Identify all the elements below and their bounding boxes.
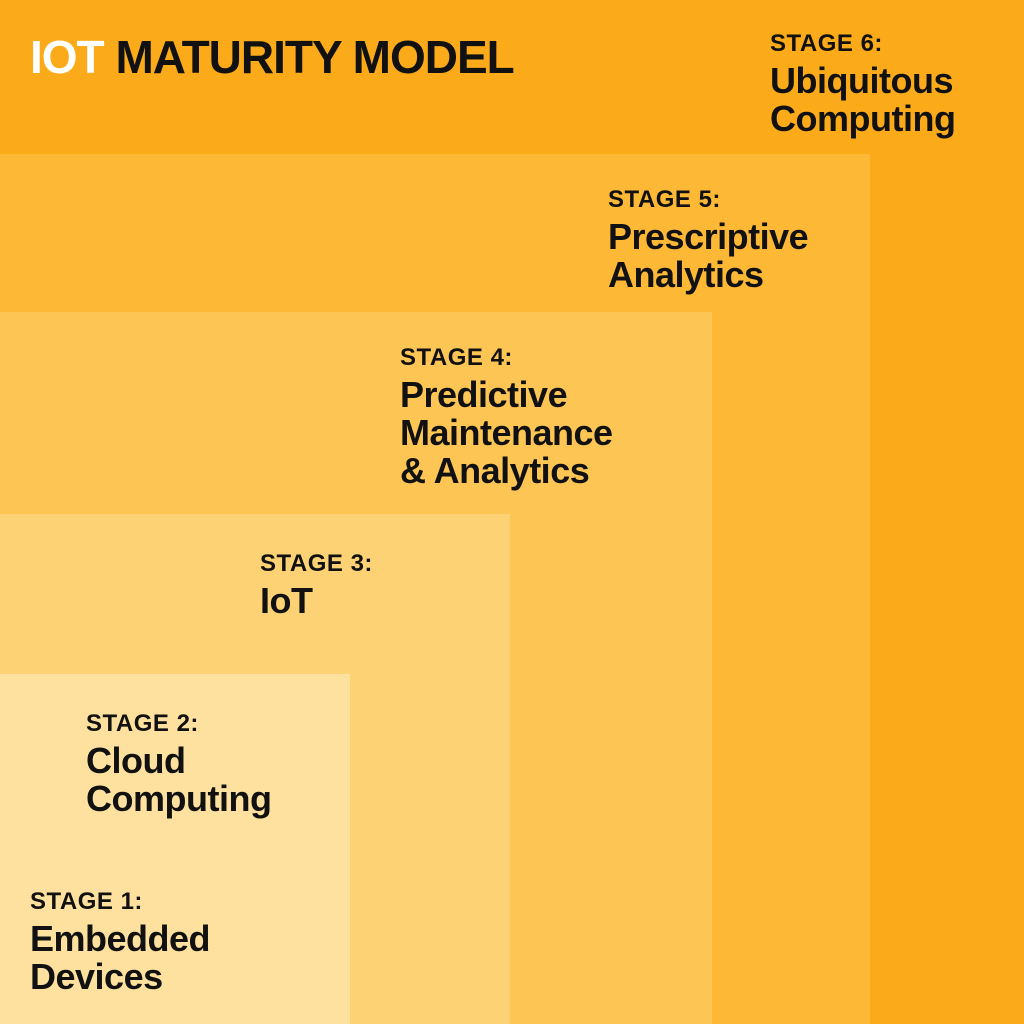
label-stage5: STAGE 5: PrescriptiveAnalytics bbox=[608, 186, 808, 294]
label-stage2: STAGE 2: CloudComputing bbox=[86, 710, 271, 818]
stage2-num: STAGE 2: bbox=[86, 710, 271, 738]
title-part2: MATURITY MODEL bbox=[104, 31, 514, 83]
stage1-num: STAGE 1: bbox=[30, 888, 210, 916]
stage5-name: PrescriptiveAnalytics bbox=[608, 218, 808, 294]
stage5-num: STAGE 5: bbox=[608, 186, 808, 214]
title-part1: IOT bbox=[30, 31, 104, 83]
diagram-title: IOT MATURITY MODEL bbox=[30, 30, 514, 84]
label-stage1: STAGE 1: EmbeddedDevices bbox=[30, 888, 210, 996]
label-stage4: STAGE 4: PredictiveMaintenance& Analytic… bbox=[400, 344, 613, 489]
stage4-num: STAGE 4: bbox=[400, 344, 613, 372]
label-stage6: STAGE 6: UbiquitousComputing bbox=[770, 30, 955, 138]
stage4-name: PredictiveMaintenance& Analytics bbox=[400, 376, 613, 489]
stage2-name: CloudComputing bbox=[86, 742, 271, 818]
stage3-name: IoT bbox=[260, 582, 373, 620]
maturity-model-canvas: IOT MATURITY MODEL STAGE 6: UbiquitousCo… bbox=[0, 0, 1024, 1024]
stage3-num: STAGE 3: bbox=[260, 550, 373, 578]
stage6-num: STAGE 6: bbox=[770, 30, 955, 58]
stage1-name: EmbeddedDevices bbox=[30, 920, 210, 996]
stage6-name: UbiquitousComputing bbox=[770, 62, 955, 138]
label-stage3: STAGE 3: IoT bbox=[260, 550, 373, 620]
